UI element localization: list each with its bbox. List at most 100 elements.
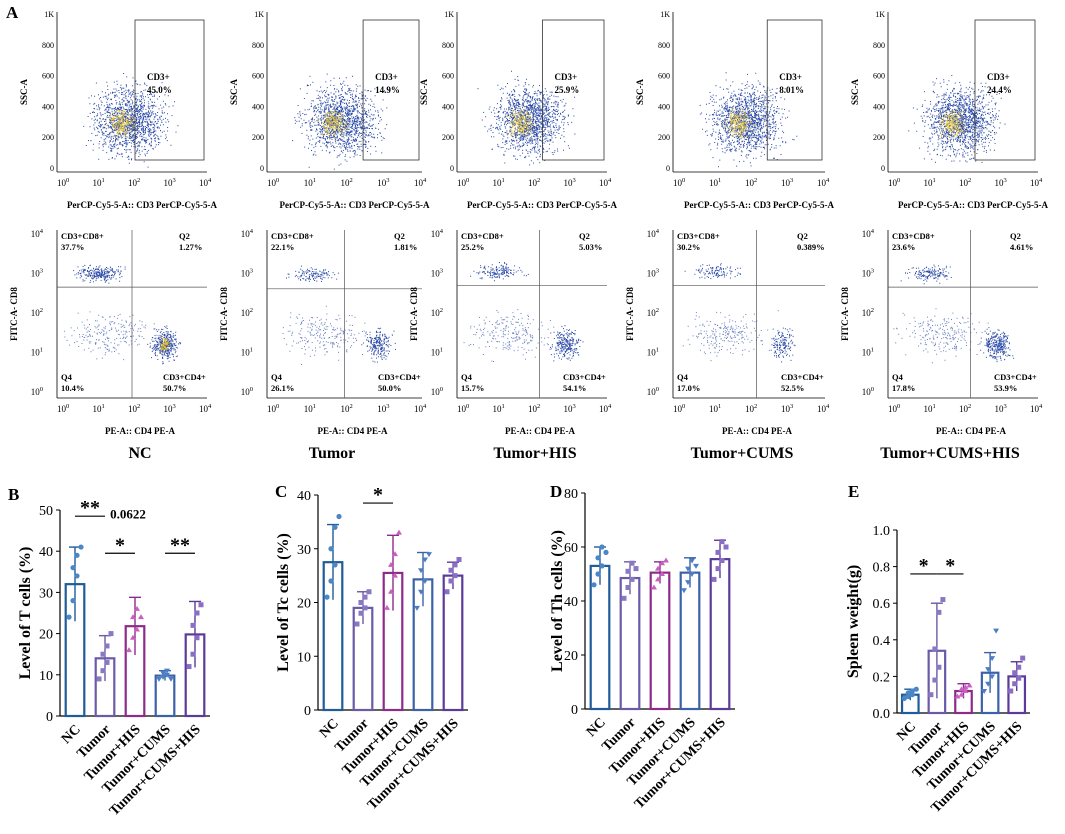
data-point-NC <box>78 544 84 550</box>
x-tick-label: NC <box>584 715 609 740</box>
group-labels: NC Tumor Tumor+HIS Tumor+CUMS Tumor+CUMS… <box>128 445 1019 462</box>
data-point-NC <box>324 594 330 600</box>
q2-percent: 1.81% <box>394 242 417 252</box>
bottom-ytick-exp: 0 <box>40 386 43 393</box>
bottom-xtick-base: 10 <box>673 404 683 414</box>
top-ytick-label: 600 <box>873 72 885 81</box>
panel-label-B: B <box>8 485 19 504</box>
panel-label-D: D <box>550 482 562 501</box>
top-xtick-exp: 4 <box>208 177 212 184</box>
q1-percent: 25.2% <box>461 242 484 252</box>
data-point-Tumor+HIS <box>966 682 973 688</box>
bottom-xtick-base: 10 <box>341 404 351 414</box>
top-ytick-label: 800 <box>873 41 885 50</box>
bottom-ytick-label: 100 <box>31 386 43 397</box>
top-xtick-base: 10 <box>924 178 934 188</box>
q3-label: CD3+CD4+ <box>781 372 824 382</box>
bottom-xtick-base: 10 <box>164 404 174 414</box>
bottom-ytick-label: 103 <box>862 268 874 279</box>
q3-percent: 54.1% <box>563 383 586 393</box>
q3-label: CD3+CD4+ <box>563 372 606 382</box>
bar-Tumor+CUMS <box>154 674 176 718</box>
q4-label: Q4 <box>677 372 689 382</box>
top-xtick-base: 10 <box>888 178 898 188</box>
q3-percent: 50.0% <box>378 383 401 393</box>
data-point-Tumor+CUMS <box>685 580 691 586</box>
bottom-ytick-exp: 4 <box>656 228 660 235</box>
bottom-xtick-label: 100 <box>457 403 469 414</box>
bottom-xtick-base: 10 <box>377 404 387 414</box>
bottom-xtick-base: 10 <box>57 404 67 414</box>
top-xtick-label: 100 <box>888 177 900 188</box>
q4-label: Q4 <box>271 372 283 382</box>
q1-percent: 37.7% <box>61 242 84 252</box>
data-point-Tumor <box>358 610 364 616</box>
data-point-Tumor <box>932 677 938 683</box>
top-xtick-exp: 0 <box>682 177 685 184</box>
panel-label-A: A <box>6 3 19 22</box>
data-point-Tumor <box>366 589 372 595</box>
data-point-NC <box>909 692 915 698</box>
data-point-Tumor+HIS <box>130 614 136 620</box>
top-xtick-exp: 0 <box>276 177 279 184</box>
data-point-Tumor+HIS <box>958 686 965 692</box>
bottom-ytick-label: 102 <box>647 307 659 318</box>
data-point-Tumor+CUMS <box>985 667 992 673</box>
bottom-x-axis-label: PE-A:: CD4 PE-A <box>505 426 575 436</box>
bottom-ytick-label: 101 <box>647 347 659 358</box>
bottom-ytick-label: 100 <box>431 386 443 397</box>
y-tick-label: 20 <box>564 649 578 664</box>
bottom-ytick-label: 104 <box>862 228 875 239</box>
data-point-Tumor+CUMS+HIS <box>711 576 717 582</box>
top-xtick-base: 10 <box>564 178 574 188</box>
data-point-Tumor+CUMS <box>689 558 695 564</box>
bottom-xtick-exp: 3 <box>1004 403 1007 410</box>
bottom-xtick-base: 10 <box>267 404 277 414</box>
top-xtick-label: 102 <box>341 177 353 188</box>
top-xtick-exp: 3 <box>573 177 576 184</box>
top-ytick-label: 600 <box>658 72 670 81</box>
data-point-NC <box>909 688 915 694</box>
top-xtick-exp: 4 <box>423 177 427 184</box>
bottom-ytick-exp: 0 <box>250 386 253 393</box>
top-ytick-label: 0 <box>50 164 54 173</box>
bottom-y-axis-label: FITC-A- CD8 <box>9 287 19 341</box>
y-tick-label: 30 <box>39 586 53 601</box>
q2-percent: 4.61% <box>1010 242 1033 252</box>
bottom-ytick-base: 10 <box>862 229 872 239</box>
q4-percent: 26.1% <box>271 383 294 393</box>
top-xtick-base: 10 <box>267 178 277 188</box>
q4-percent: 17.8% <box>892 383 915 393</box>
y-tick-label: 10 <box>297 650 311 665</box>
top-scatter-dense-core <box>723 106 756 139</box>
bottom-ytick-exp: 3 <box>250 268 253 275</box>
data-point-Tumor+CUMS+HIS <box>198 602 204 608</box>
bottom-ytick-exp: 2 <box>250 307 253 314</box>
cd8-population-events <box>470 262 529 282</box>
bottom-xtick-base: 10 <box>924 404 934 414</box>
bottom-ytick-exp: 3 <box>656 268 659 275</box>
top-xtick-label: 104 <box>1030 177 1043 188</box>
data-point-Tumor <box>362 594 368 600</box>
top-x-axis-label: PerCP-Cy5-5-A:: CD3 PerCP-Cy5-5-A <box>898 200 1048 210</box>
top-xtick-exp: 3 <box>173 177 176 184</box>
data-point-Tumor+HIS <box>958 691 965 697</box>
bottom-ytick-exp: 4 <box>440 228 444 235</box>
data-point-Tumor+CUMS+HIS <box>194 610 200 616</box>
bottom-xtick-label: 104 <box>599 403 612 414</box>
top-xtick-base: 10 <box>781 178 791 188</box>
bottom-ytick-base: 10 <box>241 269 251 279</box>
bottom-ytick-label: 102 <box>862 307 874 318</box>
double-negative-events <box>63 311 158 361</box>
bottom-ytick-exp: 1 <box>440 347 443 354</box>
top-xtick-label: 102 <box>528 177 540 188</box>
top-y-axis-label: SSC-A <box>19 79 29 106</box>
data-point-Tumor <box>629 576 635 582</box>
cd4-population-events <box>549 325 584 362</box>
bottom-ytick-base: 10 <box>431 269 441 279</box>
top-ytick-label: 800 <box>658 41 670 50</box>
data-point-Tumor <box>928 692 934 698</box>
top-xtick-label: 101 <box>709 177 721 188</box>
data-point-Tumor <box>358 600 364 605</box>
bottom-xtick-base: 10 <box>528 404 538 414</box>
